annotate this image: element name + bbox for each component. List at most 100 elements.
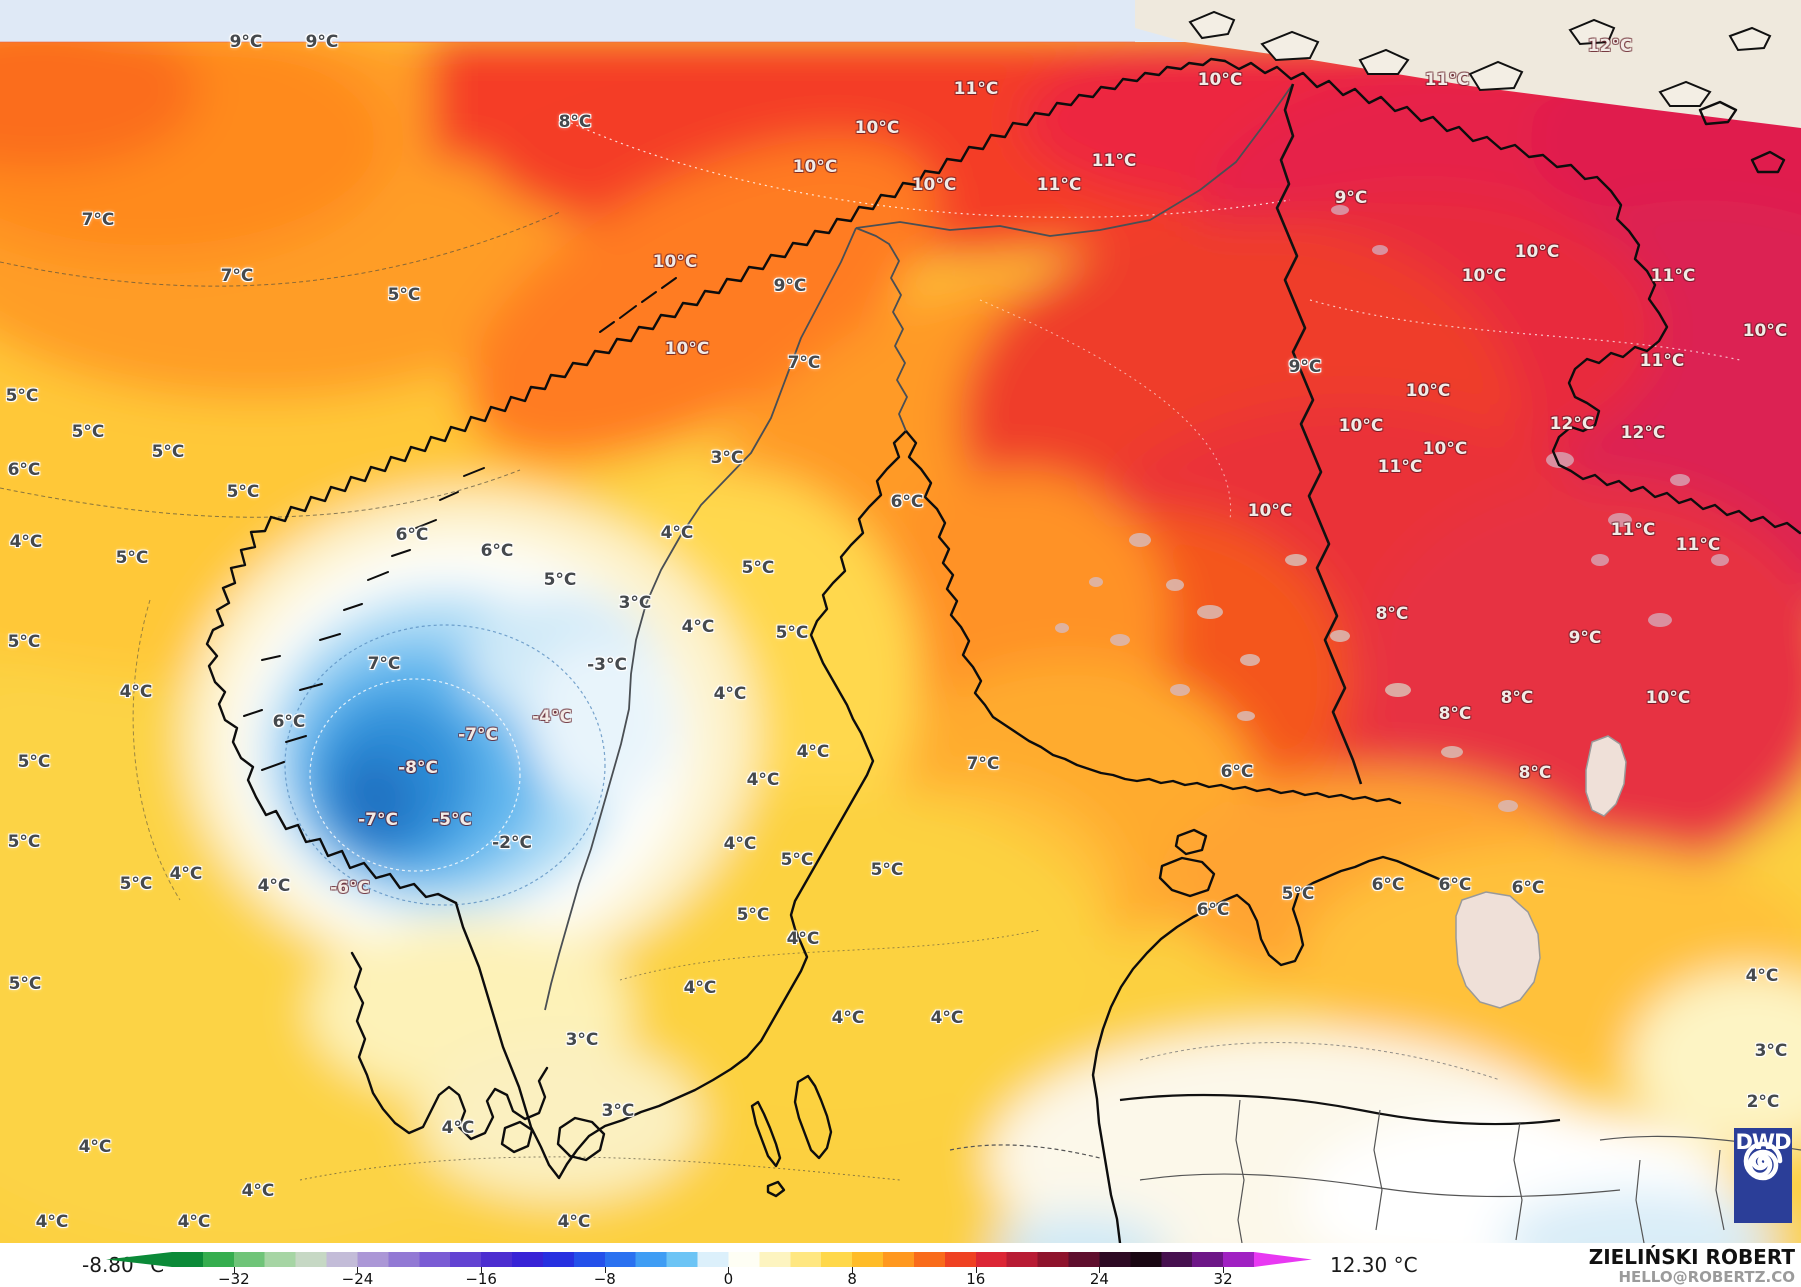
temperature-label: 4°C	[1745, 966, 1779, 986]
temperature-label: 4°C	[241, 1181, 275, 1201]
temperature-label: 5°C	[736, 905, 770, 925]
temperature-label: 7°C	[367, 654, 401, 674]
temperature-label: 10°C	[1514, 242, 1560, 262]
temperature-label: 9°C	[229, 32, 263, 52]
colorbar-tick-label: 24	[1089, 1270, 1109, 1287]
temperature-label: 4°C	[441, 1118, 475, 1138]
temperature-label: 7°C	[81, 210, 115, 230]
temperature-label: 8°C	[1518, 763, 1552, 783]
temperature-label: 10°C	[1645, 688, 1691, 708]
temperature-label: -7°C	[358, 810, 398, 830]
colorbar-tick-mark	[604, 1267, 606, 1273]
temperature-label: 3°C	[710, 448, 744, 468]
temperature-label: 12°C	[1587, 36, 1633, 56]
temperature-label: 5°C	[7, 832, 41, 852]
temperature-label: 11°C	[1650, 266, 1696, 286]
temperature-label: -4°C	[532, 707, 572, 727]
temperature-label: 5°C	[543, 570, 577, 590]
temperature-label: 5°C	[17, 752, 51, 772]
temperature-label: 9°C	[1568, 628, 1602, 648]
temperature-label: 11°C	[953, 79, 999, 99]
lake-speckles	[1055, 533, 1518, 812]
temperature-label: 11°C	[1675, 535, 1721, 555]
temperature-label: 6°C	[7, 460, 41, 480]
temperature-label: 4°C	[681, 617, 715, 637]
temperature-label: 5°C	[115, 548, 149, 568]
temperature-label: 11°C	[1610, 520, 1656, 540]
no-data-band	[0, 0, 1801, 128]
colorbar-panel: -8.80 °C −32 −24 −16 −8 0 8 16 24 32 12.30 °C ZI…	[0, 1243, 1801, 1287]
colorbar-tick-label: −16	[465, 1270, 497, 1287]
temperature-label: -2°C	[492, 833, 532, 853]
temperature-label: 10°C	[1742, 321, 1788, 341]
temperature-label: 6°C	[395, 525, 429, 545]
temperature-label: 10°C	[664, 339, 710, 359]
temperature-label: 4°C	[831, 1008, 865, 1028]
dwd-spiral-icon	[1743, 1141, 1783, 1181]
dwd-logo: DWD	[1734, 1128, 1792, 1223]
colorbar-tick-mark	[852, 1267, 854, 1273]
temperature-label: 3°C	[601, 1101, 635, 1121]
temperature-label: 2°C	[1746, 1092, 1780, 1112]
temperature-label: 9°C	[773, 276, 807, 296]
temperature-label: 10°C	[854, 118, 900, 138]
temperature-label: 6°C	[1220, 762, 1254, 782]
temperature-label: 11°C	[1639, 351, 1685, 371]
colorbar-tick-mark	[1099, 1267, 1101, 1273]
colorbar-tick-mark	[728, 1267, 730, 1273]
temperature-label: 4°C	[713, 684, 747, 704]
temperature-label: 4°C	[35, 1212, 69, 1232]
temperature-label: 4°C	[683, 978, 717, 998]
temperature-label: 5°C	[226, 482, 260, 502]
colorbar-tick-label: 32	[1213, 1270, 1233, 1287]
temperature-label: 4°C	[177, 1212, 211, 1232]
isoline-contours	[0, 117, 1741, 1181]
temperature-label: 5°C	[1281, 884, 1315, 904]
national-borders	[544, 83, 1801, 1243]
temperature-label: 4°C	[786, 929, 820, 949]
temperature-label: 4°C	[257, 876, 291, 896]
temperature-label: 6°C	[1371, 875, 1405, 895]
map-canvas	[0, 0, 1801, 1243]
colorbar-tick-mark	[233, 1267, 235, 1273]
temperature-label: 4°C	[557, 1212, 591, 1232]
temperature-label: 10°C	[1422, 439, 1468, 459]
temperature-label: 12°C	[1549, 414, 1595, 434]
temperature-label: 4°C	[9, 532, 43, 552]
colorbar-tick-label: 0	[723, 1270, 734, 1287]
temperature-label: 5°C	[151, 442, 185, 462]
temperature-label: 4°C	[723, 834, 757, 854]
temperature-label: 5°C	[870, 860, 904, 880]
colorbar-tick-label: 16	[966, 1270, 986, 1287]
temperature-label: 8°C	[1500, 688, 1534, 708]
temperature-label: 10°C	[911, 175, 957, 195]
temperature-label: 10°C	[792, 157, 838, 177]
temperature-label: 9°C	[1334, 188, 1368, 208]
temperature-label: 6°C	[890, 492, 924, 512]
temperature-label: 10°C	[1247, 501, 1293, 521]
temperature-label: 8°C	[558, 112, 592, 132]
lakes-ladoga-onega	[1455, 735, 1627, 1009]
temperature-label: 3°C	[618, 593, 652, 613]
temperature-label: 10°C	[1197, 70, 1243, 90]
temperature-label: 7°C	[787, 353, 821, 373]
colorbar-tick-mark	[481, 1267, 483, 1273]
temperature-label: 10°C	[1461, 266, 1507, 286]
temperature-label: 6°C	[272, 712, 306, 732]
colorbar-tick-mark	[975, 1267, 977, 1273]
temperature-label: -7°C	[458, 725, 498, 745]
temperature-label: 5°C	[5, 386, 39, 406]
colorbar-tick-label: 8	[847, 1270, 857, 1287]
temperature-label: 5°C	[7, 632, 41, 652]
temperature-label: 10°C	[1338, 416, 1384, 436]
temperature-label: 11°C	[1377, 457, 1423, 477]
attribution-name: ZIELIŃSKI ROBERT	[1588, 1245, 1795, 1269]
temperature-label: 4°C	[796, 742, 830, 762]
temperature-label: 3°C	[565, 1030, 599, 1050]
temperature-field	[0, 0, 1801, 1243]
temperature-label: 4°C	[930, 1008, 964, 1028]
temperature-label: 9°C	[1288, 357, 1322, 377]
temperature-label: -8°C	[398, 758, 438, 778]
temperature-label: 5°C	[8, 974, 42, 994]
